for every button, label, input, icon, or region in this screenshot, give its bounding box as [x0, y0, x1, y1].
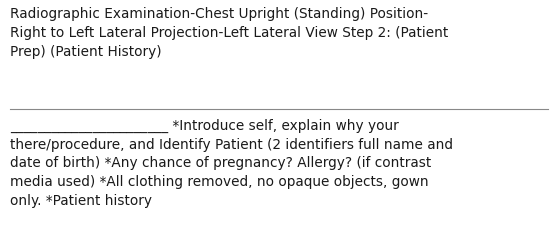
Text: _______________________ *Introduce self, explain why your
there/procedure, and I: _______________________ *Introduce self,…: [10, 118, 453, 207]
Text: Radiographic Examination-Chest Upright (Standing) Position-
Right to Left Latera: Radiographic Examination-Chest Upright (…: [10, 7, 448, 59]
